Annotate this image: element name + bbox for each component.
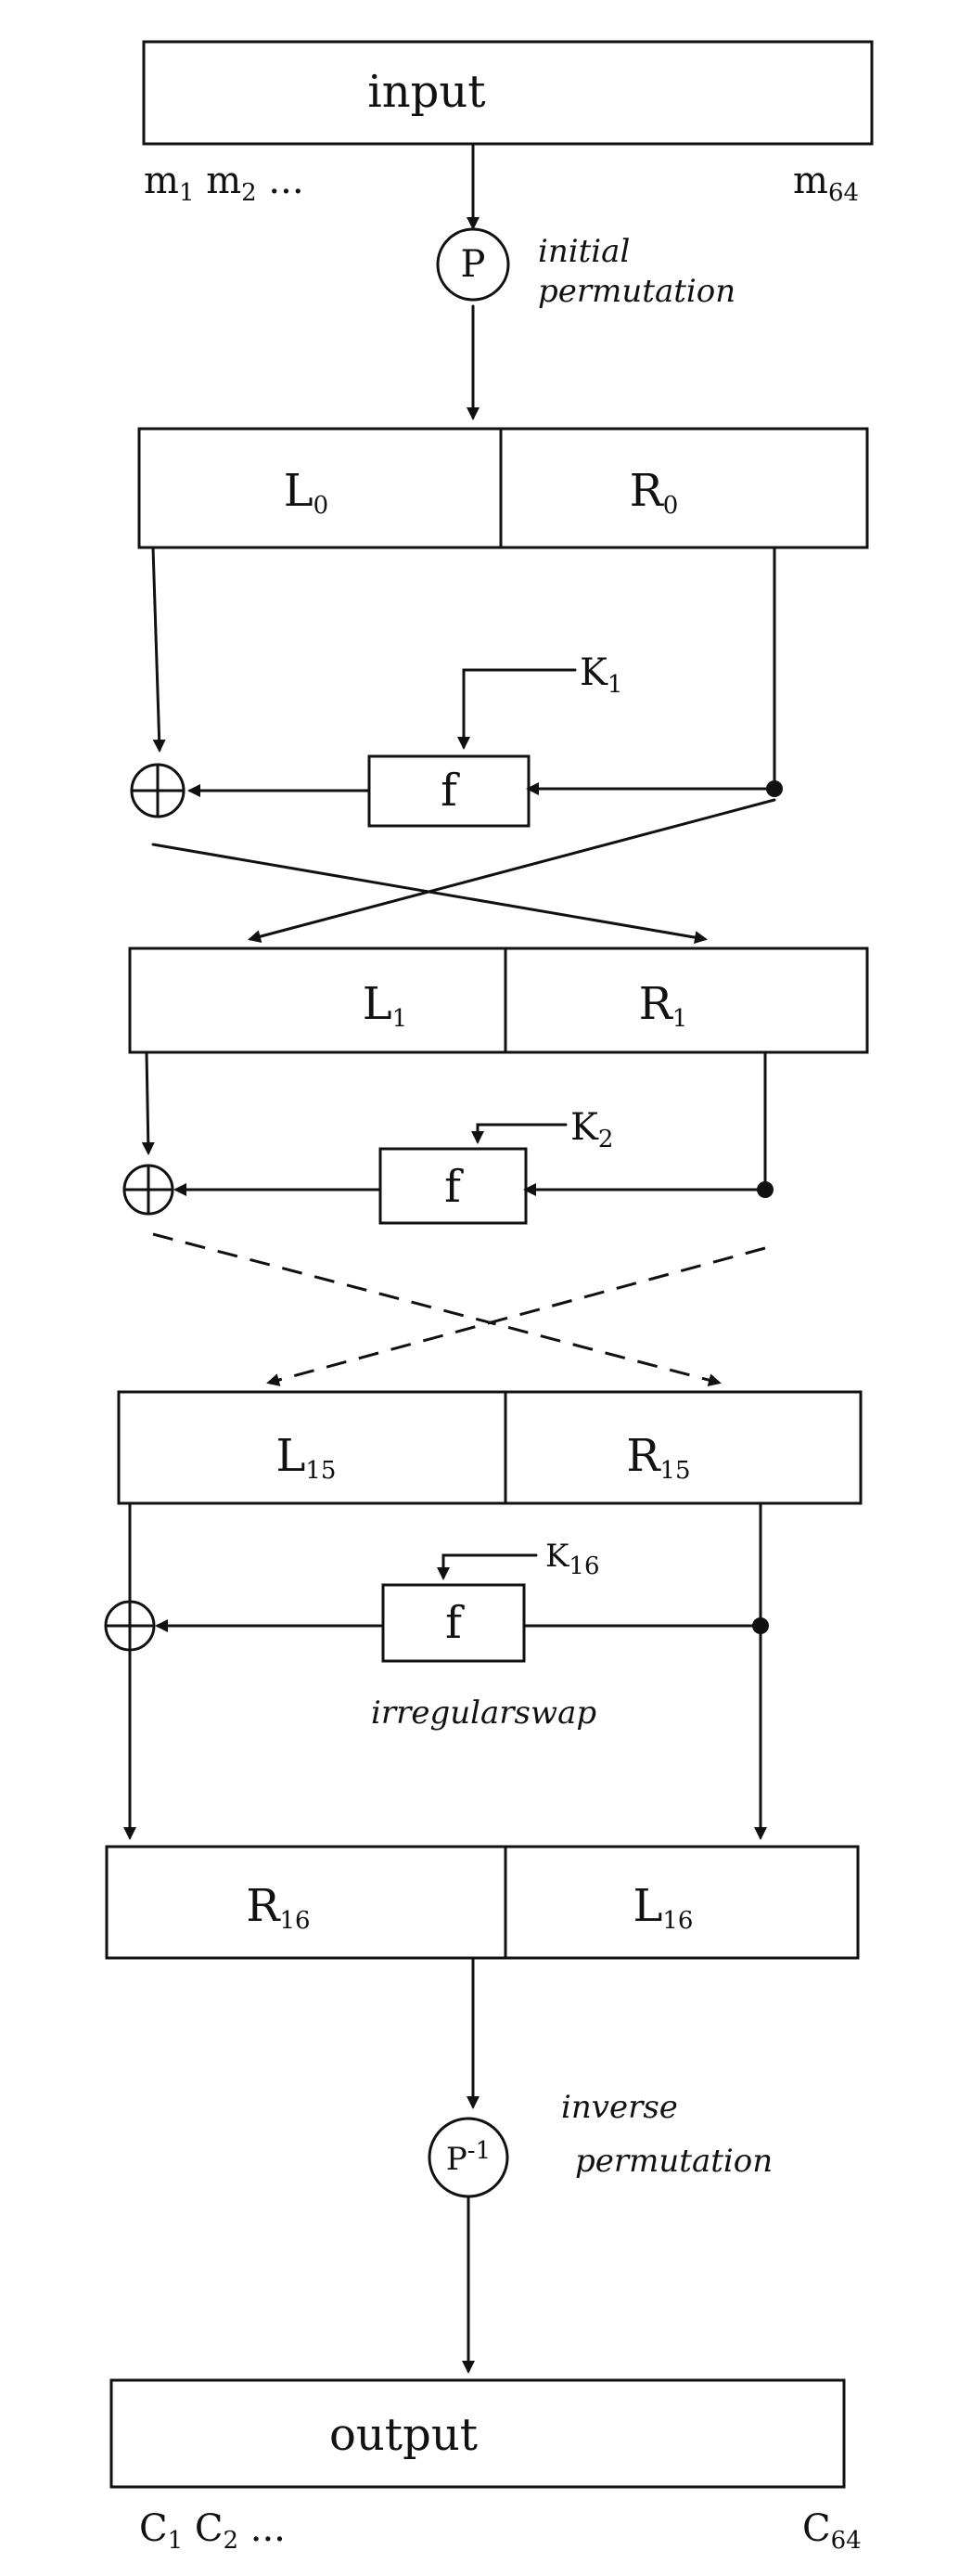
k2-label: K2: [570, 1106, 613, 1153]
irregular-swap-label: irregularswap: [371, 1694, 596, 1732]
round15-right: R15: [626, 1430, 690, 1485]
arrow-l0-to-xor: [151, 546, 166, 753]
round0-block: L0 R0: [137, 427, 869, 549]
output-bit-labels: C1 C2 ... C64: [139, 2507, 862, 2555]
round15-left: L15: [276, 1430, 337, 1485]
round16-right: L16: [633, 1880, 694, 1935]
output-first-bit: C1 C2 ...: [139, 2507, 286, 2555]
xor2-icon: [122, 1164, 174, 1216]
xor16-icon: [104, 1600, 156, 1652]
input-label: input: [367, 66, 485, 118]
input-block: input: [142, 40, 874, 146]
round16-left: R16: [246, 1880, 310, 1935]
round15-box: [117, 1390, 863, 1505]
inverse-permutation: P-1 inverse permutation: [428, 2089, 773, 2198]
dashed-swap-right-to-left: [266, 1246, 766, 1386]
ip-caption-line2: permutation: [538, 273, 735, 310]
round16-box: [105, 1845, 860, 1960]
input-box: [142, 40, 874, 146]
ip-inv-symbol: P-1: [446, 2137, 491, 2178]
k16-label: K16: [545, 1538, 600, 1580]
round1-left: L1: [363, 978, 407, 1033]
f1-label: f: [441, 765, 460, 817]
input-first-bit: m1 m2 ...: [144, 160, 304, 207]
arrow-k2-to-f2: [471, 1123, 568, 1144]
arrow-k16-to-f16: [437, 1553, 538, 1580]
round1-box: [128, 947, 869, 1054]
arrow-k1-to-f1: [457, 668, 577, 750]
f2-label: f: [444, 1161, 464, 1213]
ip-symbol: P: [461, 243, 486, 286]
round15-block: L15 R15: [117, 1390, 863, 1505]
f16-box: [381, 1583, 526, 1663]
round1-block: L1 R1: [128, 947, 869, 1054]
round0-right: R0: [630, 465, 679, 520]
round16-block: R16 L16: [105, 1845, 860, 1960]
input-last-bit: m64: [793, 160, 859, 207]
f2-box: [378, 1147, 528, 1225]
output-label: output: [329, 2409, 478, 2461]
input-bit-labels: m1 m2 ... m64: [144, 160, 859, 207]
arrow-l1-to-xor: [141, 1050, 155, 1155]
ip-caption-line1: initial: [538, 233, 630, 270]
swap1-right-to-left: [248, 798, 776, 943]
dashed-swap-left-to-right: [152, 1232, 722, 1386]
output-last-bit: C64: [802, 2507, 862, 2555]
f16-label: f: [445, 1597, 465, 1649]
xor1-icon: [130, 763, 185, 818]
ip-inv-caption-line2: permutation: [575, 2143, 773, 2180]
output-box: [109, 2378, 846, 2489]
ip-circle: [436, 227, 510, 302]
initial-permutation: P initial permutation: [436, 227, 735, 310]
k1-label: K1: [580, 651, 622, 699]
output-block: output: [109, 2378, 846, 2489]
round1-right: R1: [639, 978, 688, 1033]
round0-left: L0: [284, 465, 328, 520]
ip-inv-caption-line1: inverse: [561, 2089, 678, 2126]
round0-box: [137, 427, 869, 549]
